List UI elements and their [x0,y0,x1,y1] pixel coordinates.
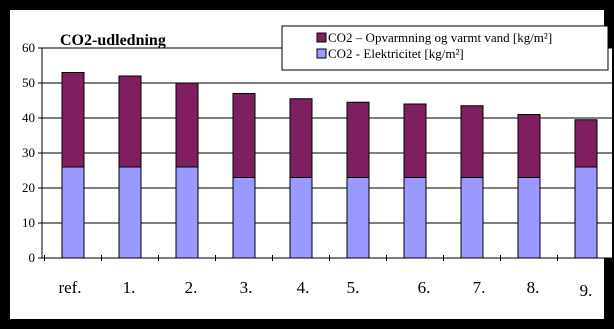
bar-segment [175,82,199,168]
x-tick-label: 5. [347,278,360,297]
bar-segment [289,177,313,259]
x-tick-labels: ref. 1. 2. 3. 4. 5. 6. 7. 8. 9. [58,278,592,300]
chart-title: CO2-udledning [60,32,166,49]
legend-box [281,25,609,71]
y-tick-label: 40 [22,110,35,125]
bar-segment [403,103,427,178]
bar-segment [118,166,142,259]
bar-segment [346,101,370,178]
legend-swatch [316,48,327,59]
bar-segment [61,72,85,168]
legend-entry: CO2 – Opvarmning og varmt vand [kg/m²] [328,30,552,45]
bar-segment [289,98,313,178]
x-tick-label: 6. [418,278,431,297]
bar-segment [574,119,598,168]
x-tick-label: ref. [58,278,81,297]
bars [61,72,598,259]
bar-segment [232,177,256,259]
bar-segment [403,177,427,259]
x-tick-label: 3. [240,278,253,297]
bar-segment [460,105,484,178]
bar-segment [517,114,541,178]
x-tick-label: 9. [580,281,593,300]
y-tick-label: 50 [22,75,35,90]
x-tick-label: 1. [123,278,136,297]
legend: CO2 – Opvarmning og varmt vand [kg/m²]CO… [281,25,609,71]
y-tick-label: 10 [22,215,35,230]
bar-segment [175,166,199,259]
y-tick-labels: 0 10 20 30 40 50 60 [22,40,42,265]
x-tick-label: 7. [473,278,486,297]
x-tick-label: 4. [297,278,310,297]
bar-segment [346,177,370,259]
bar-segment [574,166,598,259]
y-tick-label: 60 [22,40,35,55]
x-tick-label: 8. [527,278,540,297]
bar-segment [61,166,85,259]
bar-segment [118,75,142,168]
legend-swatch [316,32,327,43]
y-tick-label: 0 [29,250,36,265]
bar-segment [460,177,484,259]
bar-segment [232,93,256,178]
y-tick-label: 20 [22,180,35,195]
x-tick-label: 2. [185,278,198,297]
y-tick-label: 30 [22,145,35,160]
legend-entry: CO2 - Elektricitet [kg/m²] [328,46,464,61]
bar-segment [517,177,541,259]
